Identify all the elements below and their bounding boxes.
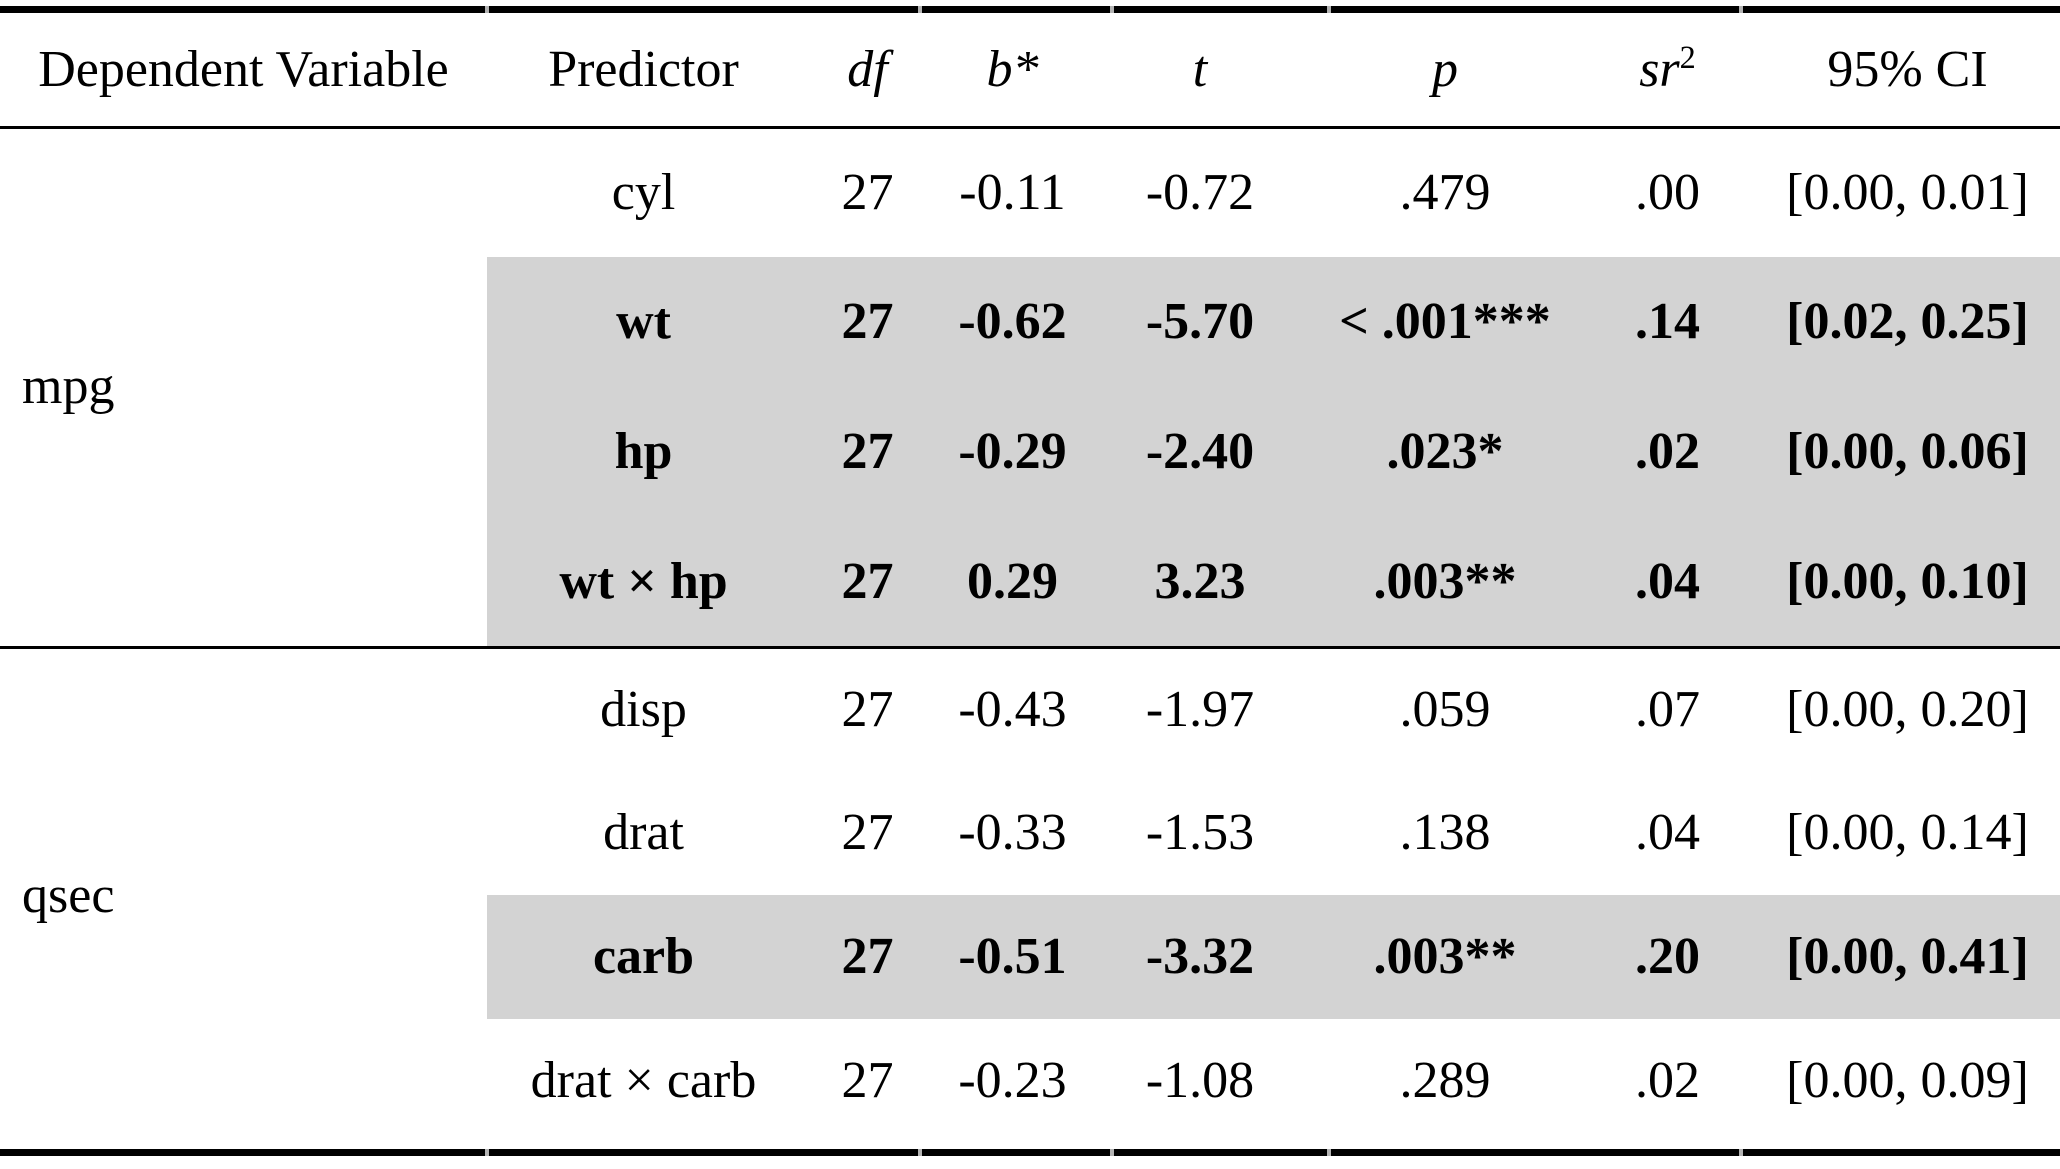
p-cell: .138 [1399, 804, 1491, 862]
predictor-cell: wt × hp [487, 517, 800, 647]
col-header-dependent-variable: Dependent Variable [38, 40, 449, 98]
sr2-superscript: 2 [1679, 38, 1696, 75]
col-header-b-star: b* [986, 40, 1039, 98]
column-boundary-notch [1739, 6, 1743, 13]
sr2-cell: .04 [1635, 804, 1700, 862]
b-cell: -0.11 [959, 164, 1066, 222]
predictor-cell: disp [600, 681, 687, 739]
b-cell: -0.51 [935, 895, 1090, 1019]
df-cell: 27 [841, 804, 894, 862]
ci-cell: [0.02, 0.25] [1755, 257, 2060, 387]
df-cell: 27 [841, 1052, 894, 1110]
table-row-carb: carb 27 -0.51 -3.32 .003** .20 [0.00, 0.… [0, 895, 2060, 1019]
column-boundary-notch [1327, 1149, 1331, 1156]
sr2-cell: .02 [1635, 1052, 1700, 1110]
p-cell: .289 [1399, 1052, 1491, 1110]
table-row-drat-x-carb: drat × carb 27 -0.23 -1.08 .289 .02 [0.0… [0, 1019, 2060, 1143]
column-boundary-notch [918, 6, 922, 13]
df-cell: 27 [800, 257, 935, 387]
b-cell: -0.33 [958, 804, 1067, 862]
predictor-cell: drat × carb [530, 1052, 757, 1110]
df-cell: 27 [800, 387, 935, 517]
t-cell: -2.40 [1090, 387, 1310, 517]
col-header-df: df [847, 40, 888, 98]
p-cell: .479 [1399, 164, 1491, 222]
predictor-cell: carb [487, 895, 800, 1019]
t-cell: -1.08 [1145, 1052, 1255, 1110]
regression-table: Dependent Variable Predictor df b* t p s… [0, 13, 2060, 1143]
qsec-section: qsec disp 27 -0.43 -1.97 .059 .07 [0.00,… [0, 647, 2060, 1143]
column-boundary-notch [1110, 1149, 1114, 1156]
column-boundary-notch [485, 1149, 489, 1156]
column-boundary-notch [1327, 6, 1331, 13]
table-row-drat: drat 27 -0.33 -1.53 .138 .04 [0.00, 0.14… [0, 771, 2060, 895]
t-cell: -3.32 [1090, 895, 1310, 1019]
col-header-95ci: 95% CI [1827, 40, 1988, 98]
t-cell: -0.72 [1145, 164, 1255, 222]
table-row-wt-x-hp: wt × hp 27 0.29 3.23 .003** .04 [0.00, 0… [0, 517, 2060, 647]
sr2-base: sr [1639, 40, 1680, 98]
ci-cell: [0.00, 0.01] [1786, 164, 2029, 222]
p-cell: .023* [1310, 387, 1580, 517]
df-cell: 27 [800, 895, 935, 1019]
sr2-cell: .00 [1635, 164, 1700, 222]
ci-cell: [0.00, 0.09] [1786, 1052, 2029, 1110]
col-header-p: p [1432, 40, 1458, 98]
table-row-disp: qsec disp 27 -0.43 -1.97 .059 .07 [0.00,… [0, 647, 2060, 924]
t-cell: -1.97 [1145, 681, 1255, 739]
column-boundary-notch [485, 6, 489, 13]
mpg-section: mpg cyl 27 -0.11 -0.72 .479 .00 [0.00, 0… [0, 127, 2060, 647]
t-cell: 3.23 [1090, 517, 1310, 647]
sr2-cell: .20 [1580, 895, 1755, 1019]
t-cell: -5.70 [1090, 257, 1310, 387]
p-cell: .003** [1310, 895, 1580, 1019]
table-top-border [0, 6, 2060, 13]
predictor-cell: hp [487, 387, 800, 517]
ci-cell: [0.00, 0.10] [1755, 517, 2060, 647]
predictor-cell: drat [603, 804, 684, 862]
predictor-cell: cyl [611, 164, 676, 222]
sr2-cell: .14 [1580, 257, 1755, 387]
ci-cell: [0.00, 0.41] [1755, 895, 2060, 1019]
ci-cell: [0.00, 0.20] [1786, 681, 2029, 739]
dv-cell-qsec: qsec [22, 867, 115, 925]
df-cell: 27 [841, 681, 894, 739]
sr2-cell: .02 [1580, 387, 1755, 517]
table-row-wt: wt 27 -0.62 -5.70 < .001*** .14 [0.02, 0… [0, 257, 2060, 387]
col-header-sr2: sr2 [1580, 13, 1755, 127]
table-row-hp: hp 27 -0.29 -2.40 .023* .02 [0.00, 0.06] [0, 387, 2060, 517]
table-row-cyl: mpg cyl 27 -0.11 -0.72 .479 .00 [0.00, 0… [0, 127, 2060, 415]
column-boundary-notch [1110, 6, 1114, 13]
p-cell: .003** [1310, 517, 1580, 647]
col-header-predictor: Predictor [548, 40, 739, 98]
b-cell: -0.23 [958, 1052, 1067, 1110]
ci-cell: [0.00, 0.14] [1786, 804, 2029, 862]
header-row: Dependent Variable Predictor df b* t p s… [0, 13, 2060, 127]
col-header-t: t [1192, 40, 1208, 98]
df-cell: 27 [841, 164, 894, 222]
b-cell: -0.62 [935, 257, 1090, 387]
p-cell: .059 [1399, 681, 1491, 739]
b-cell: -0.43 [958, 681, 1067, 739]
predictor-cell: wt [487, 257, 800, 387]
b-cell: -0.29 [935, 387, 1090, 517]
column-boundary-notch [1739, 1149, 1743, 1156]
sr2-cell: .04 [1580, 517, 1755, 647]
column-boundary-notch [918, 1149, 922, 1156]
b-cell: 0.29 [935, 517, 1090, 647]
table-header: Dependent Variable Predictor df b* t p s… [0, 13, 2060, 127]
table-bottom-border [0, 1149, 2060, 1156]
ci-cell: [0.00, 0.06] [1755, 387, 2060, 517]
t-cell: -1.53 [1145, 804, 1255, 862]
df-cell: 27 [800, 517, 935, 647]
dv-cell-mpg: mpg [22, 358, 115, 416]
p-cell: < .001*** [1310, 257, 1580, 387]
sr2-cell: .07 [1635, 681, 1700, 739]
